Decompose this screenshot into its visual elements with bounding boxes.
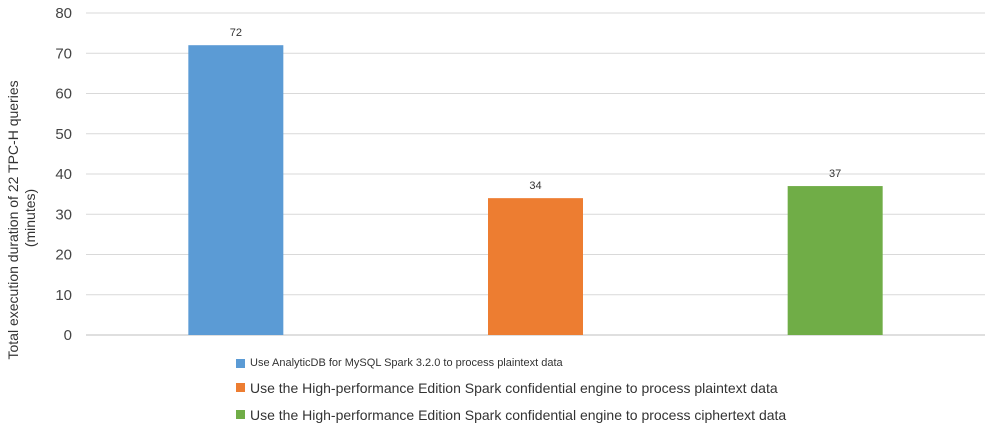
- legend-label-1: Use AnalyticDB for MySQL Spark 3.2.0 to …: [250, 357, 563, 369]
- legend-swatch-1: [236, 358, 245, 368]
- y-axis-label-line-2: (minutes): [22, 189, 38, 247]
- legend-swatch-3: [236, 410, 245, 419]
- bars: [188, 45, 883, 335]
- legend-swatch-2: [236, 383, 245, 392]
- y-tick-label: 50: [55, 126, 72, 143]
- y-axis-label-line-1: Total execution duration of 22 TPC-H que…: [5, 80, 21, 359]
- legend-item-2: Use the High-performance Edition Spark c…: [236, 374, 786, 401]
- legend-label-3: Use the High-performance Edition Spark c…: [250, 406, 787, 423]
- y-tick-label: 60: [55, 86, 72, 103]
- data-label-3: 37: [829, 168, 841, 180]
- data-labels: 72 34 37: [230, 27, 842, 192]
- y-axis-ticks: 0 10 20 30 40 50 60 70 80: [55, 5, 72, 344]
- legend-item-3: Use the High-performance Edition Spark c…: [236, 401, 786, 428]
- bar-1: [188, 45, 284, 335]
- legend: Use AnalyticDB for MySQL Spark 3.2.0 to …: [236, 352, 786, 428]
- y-axis-label: Total execution duration of 22 TPC-H que…: [5, 76, 38, 359]
- bar-3: [787, 186, 883, 335]
- data-label-1: 72: [230, 27, 242, 39]
- legend-item-1: Use AnalyticDB for MySQL Spark 3.2.0 to …: [236, 352, 786, 374]
- y-tick-label: 40: [55, 166, 72, 183]
- y-tick-label: 80: [55, 5, 72, 22]
- y-tick-label: 0: [64, 327, 72, 344]
- y-tick-label: 70: [55, 45, 72, 62]
- bar-2: [488, 198, 583, 335]
- data-label-2: 34: [529, 180, 541, 192]
- y-tick-label: 30: [55, 206, 72, 223]
- legend-label-2: Use the High-performance Edition Spark c…: [250, 379, 778, 396]
- y-tick-label: 20: [55, 247, 72, 264]
- y-tick-label: 10: [55, 287, 72, 304]
